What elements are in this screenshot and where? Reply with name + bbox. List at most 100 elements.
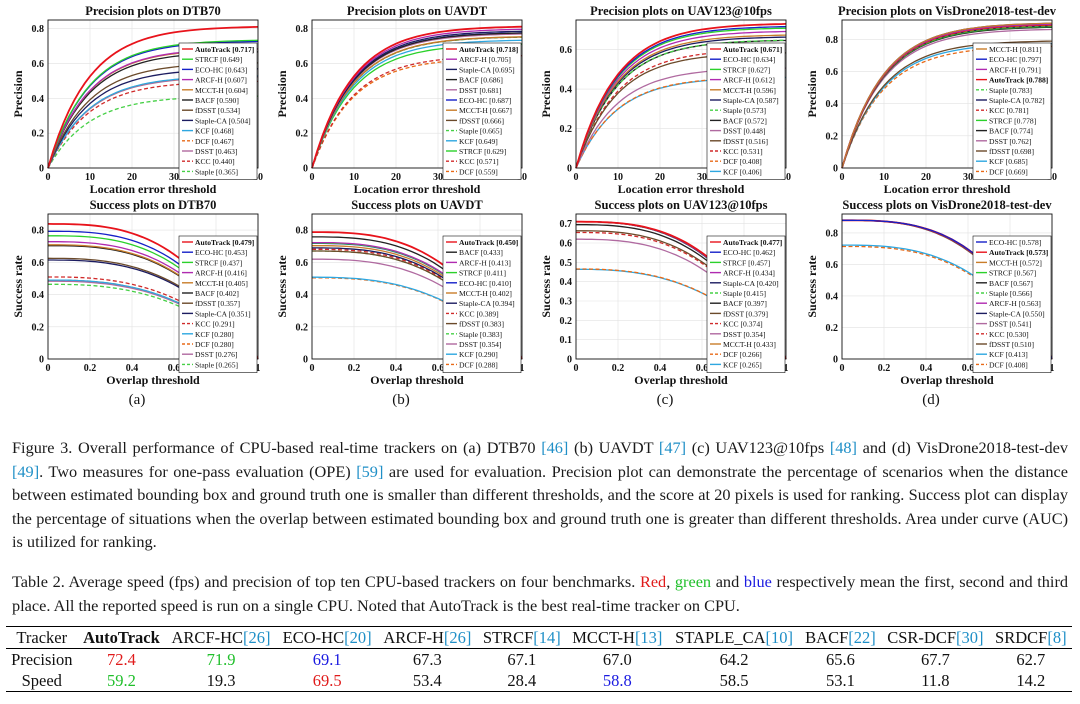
x-axis-label: Location error threshold [884,182,1011,196]
legend-entry: STRCF [0.411] [459,269,506,278]
legend-entry: DCF [0.280] [195,340,234,349]
x-tick-label: 1 [520,363,525,374]
plot-frame [47,19,259,169]
legend-entry: Staple-CA [0.504] [195,116,251,125]
legend-entry: fDSST [0.383] [459,320,504,329]
legend-entry: Staple [0.566] [989,289,1032,298]
y-tick-label: 0.4 [296,290,309,301]
y-tick-label: 0.2 [32,322,45,333]
legend-entry: Staple [0.265] [195,360,238,369]
x-tick-label: 0.2 [84,363,97,374]
legend-box [178,42,258,180]
series-line-autotrack [575,23,787,169]
y-tick-label: 0.2 [826,131,839,142]
series-line-autotrack [47,26,259,169]
legend-entry: ECO-HC [0.687] [459,96,511,105]
legend-entry: fDSST [0.516] [723,137,768,146]
legend-entry: Staple [0.383] [459,330,502,339]
table-cell: 67.7 [920,649,950,669]
citation-link[interactable]: [48] [829,438,857,457]
results-table: Tracker AutoTrack ARCF-HC[26] ECO-HC[20] AR… [6,626,1072,692]
legend-entry: AutoTrack [0.573] [989,248,1048,257]
y-tick-label: 0.2 [826,323,839,334]
table-cell: 14.2 [989,670,1072,692]
y-tick-label: 0.2 [560,316,573,327]
x-tick-label: 0.2 [348,363,361,374]
y-tick-label: 0.2 [560,124,573,135]
citation-link[interactable]: [26] [443,627,472,647]
y-tick-label: 0.5 [560,258,573,269]
citation-link[interactable]: [10] [765,627,794,647]
y-tick-label: 0.6 [560,45,573,56]
column-header-bacf: BACF[22] [799,626,882,649]
y-tick-label: 0.8 [296,24,309,35]
citation-link[interactable]: [49] [12,461,40,481]
x-tick-label: 10 [85,172,95,183]
legend-entry: KCF [0.685] [989,157,1028,166]
x-tick-label: 0 [46,363,51,374]
row-label: Speed [6,670,78,692]
citation-link[interactable]: [14] [533,627,561,647]
legend-entry: MCCT-H [0.402] [459,289,512,298]
series-line-kcf [311,39,523,169]
legend-entry: MCCT-H [0.604] [195,86,248,95]
legend-entry: AutoTrack [0.717] [195,45,254,54]
citation-link[interactable]: [20] [344,627,372,647]
plot-frame [841,19,1053,169]
x-tick-label: 0.4 [920,363,933,374]
panel-label: (b) [392,392,410,408]
x-tick-label: 20 [391,172,401,183]
series-line-staple [47,95,258,169]
panel-label: (d) [922,392,940,408]
legend-entry: AutoTrack [0.450] [459,238,518,247]
column-header-mcct-h: MCCT-H[13] [566,626,669,649]
legend: ECO-HC [0.578]AutoTrack [0.573]MCCT-H [0… [972,235,1052,373]
table-row: Precision 72.4 71.9 69.1 67.3 67.1 67.0 64.2 65.… [6,649,1072,671]
citation-link[interactable]: [59] [356,461,384,481]
citation-link[interactable]: [13] [634,627,663,647]
plot-frame [311,213,523,360]
plot-frame [311,19,523,169]
citation-link[interactable]: [26] [243,627,271,647]
citation-link[interactable]: [8] [1047,627,1067,647]
legend-entry: Staple-CA [0.351] [195,309,251,318]
y-axis-label: Success rate [539,255,553,318]
x-tick-label: 0.4 [390,363,403,374]
legend-entry: Staple [0.573] [723,106,766,115]
y-tick-label: 0.4 [32,94,45,105]
y-tick-label: 0.7 [560,219,573,230]
y-tick-label: 0.2 [296,129,309,140]
citation-link[interactable]: [30] [956,627,984,647]
y-tick-label: 0.2 [32,129,45,140]
legend-entry: KCC [0.291] [195,320,235,329]
y-tick-label: 0.6 [32,258,45,269]
legend-box [178,235,258,373]
legend: AutoTrack [0.450]BACF [0.433]ARCF-H [0.4… [442,235,522,373]
legend: AutoTrack [0.718]ARCF-H [0.705]Staple-CA… [442,42,522,180]
table-cell: 71.9 [206,649,236,669]
plot-frame [841,213,1053,360]
x-tick-label: 0.4 [126,363,139,374]
citation-link[interactable]: [22] [848,627,876,647]
legend: AutoTrack [0.671]ECO-HC [0.634]STRCF [0.… [706,42,786,180]
legend-entry: ECO-HC [0.634] [723,55,775,64]
x-tick-label: 0 [840,172,845,183]
legend-entry: KCF [0.406] [723,167,762,176]
x-tick-label: 0.6 [962,363,975,374]
series-line-mcct-h [311,36,523,169]
legend-entry: Staple [0.415] [723,289,766,298]
x-tick-label: 10 [613,172,623,183]
table-cell: 58.8 [566,670,669,692]
legend-blue-word: blue [743,572,772,591]
table-cell: 69.1 [312,649,342,669]
row-label: Precision [11,649,73,669]
legend-entry: ECO-HC [0.410] [459,279,511,288]
legend-entry: AutoTrack [0.479] [195,238,254,247]
citation-link[interactable]: [46] [541,438,569,457]
table-cell: 58.5 [668,670,800,692]
chart-title: Success plots on DTB70 [90,198,217,212]
y-tick-label: 0.6 [32,59,45,70]
y-tick-label: 0.1 [560,335,573,346]
legend-entry: DSST [0.448] [723,127,765,136]
citation-link[interactable]: [47] [658,438,687,457]
